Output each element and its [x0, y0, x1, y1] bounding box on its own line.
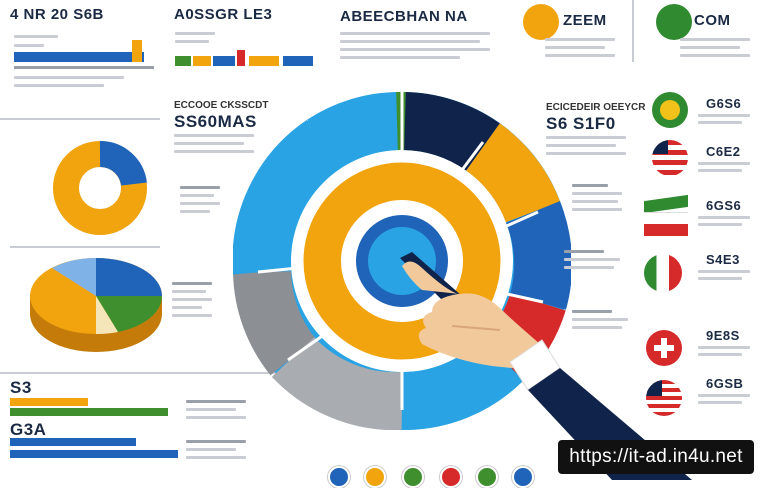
text-lines [564, 250, 620, 269]
text-lines [698, 114, 750, 124]
pie-chart-3d [30, 258, 163, 352]
flag3-label: 6GS6 [706, 198, 742, 213]
logo-icon [440, 466, 462, 488]
flag5-label: 9E8S [706, 328, 740, 343]
text-lines [698, 162, 750, 172]
logo-icon [328, 466, 350, 488]
text-lines [698, 216, 750, 226]
flag-icon [652, 92, 688, 128]
flag2-label: C6E2 [706, 144, 741, 159]
top-right2-heading: COM [694, 12, 731, 29]
top-center-heading: ABEECBHAN NA [340, 8, 468, 25]
mid-left-small-heading: ECCOOE CKSSCDT [174, 100, 269, 111]
text-lines [698, 346, 750, 356]
flag-icon [644, 194, 688, 238]
text-lines [14, 76, 124, 87]
text-lines [680, 38, 750, 57]
text-lines [546, 136, 626, 155]
text-lines [698, 270, 750, 280]
text-lines [172, 282, 212, 317]
flag-icon [646, 330, 682, 366]
text-lines [698, 394, 750, 404]
text-lines [340, 32, 490, 59]
bar-orange [10, 398, 88, 406]
text-lines [175, 32, 215, 43]
logo-icon [512, 466, 534, 488]
logo-icon [523, 4, 559, 40]
flag-icon [652, 140, 688, 176]
logo-icon [656, 4, 692, 40]
bar-orange [132, 40, 142, 62]
mid-right-small-heading: ECICEDEIR OEEYCR [546, 102, 646, 113]
logo-icon [476, 466, 498, 488]
bar-blue [14, 52, 144, 62]
text-lines [186, 440, 246, 459]
bottom-left2-heading: G3A [10, 420, 47, 439]
flag-icon [646, 380, 682, 416]
divider [632, 0, 634, 62]
logo-icon [402, 466, 424, 488]
donut-chart [53, 140, 147, 235]
text-lines [186, 400, 246, 419]
mid-left-heading: SS60MAS [174, 112, 257, 131]
bar-blue [10, 438, 136, 446]
text-lines [14, 35, 64, 47]
text-lines [545, 38, 615, 57]
flag4-label: S4E3 [706, 252, 740, 267]
divider [10, 246, 160, 248]
bar-green [10, 408, 168, 416]
bottom-left-heading: S3 [10, 378, 32, 397]
text-lines [572, 184, 622, 211]
top-left-heading: 4 NR 20 S6B [10, 6, 104, 23]
logo-icon [364, 466, 386, 488]
top-left2-heading: A0SSGR LE3 [174, 6, 273, 23]
mid-right-heading: S6 S1F0 [546, 114, 616, 133]
main-donut-chart [233, 92, 571, 430]
text-lines [572, 310, 628, 329]
bar-blue [10, 450, 178, 458]
flag6-label: 6GSB [706, 376, 744, 391]
axis-line [14, 66, 154, 69]
divider [0, 372, 280, 374]
text-lines [180, 186, 220, 213]
divider [0, 118, 160, 120]
mini-bar-chart [175, 50, 315, 66]
watermark-url: https://it-ad.in4u.net [558, 440, 754, 474]
flag1-label: G6S6 [706, 96, 742, 111]
flag-icon [644, 254, 682, 292]
top-right1-heading: ZEEM [563, 12, 607, 29]
text-lines [174, 134, 254, 153]
